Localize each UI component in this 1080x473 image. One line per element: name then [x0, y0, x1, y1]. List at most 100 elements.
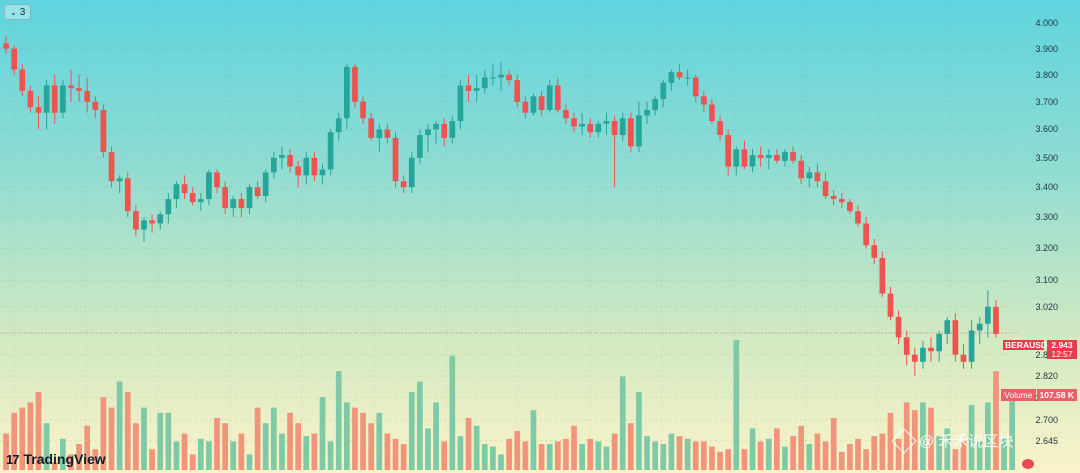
volume-bar	[352, 407, 358, 470]
brand-name: TradingView	[23, 451, 106, 467]
volume-bar	[863, 449, 869, 470]
volume-bar	[976, 441, 983, 470]
candle-body	[43, 85, 50, 113]
volume-bar	[830, 418, 837, 470]
volume-bar	[481, 444, 488, 470]
y-tick-label: 3.900	[1035, 43, 1058, 54]
candle-body	[619, 118, 626, 136]
volume-bar	[936, 436, 942, 470]
volume-bar	[100, 397, 107, 470]
candle-body	[35, 107, 42, 113]
volume-bar	[798, 425, 805, 470]
candle-body	[133, 211, 139, 230]
volume-bar	[238, 433, 245, 470]
candle-body	[197, 199, 204, 203]
volume-label: Volume	[1001, 389, 1036, 401]
candle-body	[968, 330, 975, 362]
volume-bar	[27, 402, 34, 470]
candle-body	[822, 181, 829, 197]
candle-body	[652, 99, 659, 110]
candle-body	[579, 123, 585, 127]
y-tick-label: 2.700	[1035, 414, 1058, 425]
candle-body	[262, 172, 269, 197]
candle-body	[944, 320, 951, 334]
candle-body	[335, 118, 342, 133]
settings-dot-icon[interactable]	[1022, 459, 1034, 469]
volume-bar	[911, 410, 918, 470]
volume-bar	[84, 425, 91, 470]
candle-body	[246, 187, 253, 209]
volume-bar	[425, 428, 431, 470]
tradingview-logo-icon: 17	[6, 451, 20, 467]
candle-body	[928, 347, 934, 352]
volume-bar	[311, 433, 318, 470]
candle-body	[473, 88, 480, 91]
volume-bar	[701, 441, 707, 470]
volume-bar	[222, 423, 228, 470]
volume-bar	[43, 423, 50, 470]
candle-body	[847, 202, 853, 212]
candle-body	[506, 74, 512, 81]
volume-bar	[303, 436, 310, 470]
candle-body	[546, 85, 553, 110]
volume-bar	[441, 441, 448, 470]
candle-body	[441, 123, 448, 138]
volume-bar	[644, 436, 650, 470]
candle-body	[449, 121, 456, 138]
volume-bar	[944, 428, 951, 470]
tradingview-logo[interactable]: 17 TradingView	[6, 451, 106, 467]
candle-body	[733, 149, 740, 167]
candle-body	[668, 72, 675, 83]
candle-body	[392, 137, 399, 182]
candle-body	[352, 66, 358, 102]
candle-body	[806, 172, 813, 179]
candle-body	[124, 178, 131, 212]
volume-bar	[611, 433, 618, 470]
y-tick-label: 3.300	[1035, 212, 1058, 223]
candle-body	[327, 132, 334, 170]
candle-body	[611, 121, 618, 136]
volume-bar	[822, 441, 829, 470]
volume-bar	[206, 441, 212, 470]
candle-body	[920, 347, 926, 362]
candle-body	[408, 157, 415, 188]
volume-bar	[993, 371, 999, 470]
candle-body	[895, 316, 902, 338]
volume-bar	[619, 376, 626, 470]
volume-bar	[603, 446, 610, 470]
indicators-toggle[interactable]: ⌄ 3	[4, 4, 32, 20]
candle-body	[84, 90, 91, 102]
candle-body	[68, 85, 74, 89]
candle-body	[311, 157, 318, 176]
candle-body	[149, 220, 155, 224]
watermark-text: @ 禾禾说区块	[919, 433, 1014, 450]
grid-lines	[0, 0, 1010, 473]
candle-body	[27, 90, 34, 108]
volume-bar	[35, 392, 42, 470]
candle-body	[19, 69, 26, 91]
volume-bar	[262, 423, 269, 470]
symbol-label: BERAUSD	[1003, 340, 1048, 350]
candle-body	[100, 109, 107, 153]
volume-bar	[595, 441, 602, 470]
y-tick-label: 2.820	[1035, 370, 1058, 381]
volume-bar	[636, 392, 642, 470]
volume-bar	[749, 428, 756, 470]
volume-bar	[676, 436, 683, 470]
last-price-tag: BERAUSD 2.943 12:57	[1003, 340, 1077, 359]
volume-bar	[141, 407, 147, 470]
candle-body	[157, 214, 164, 224]
volume-bar	[757, 441, 764, 470]
volume-bar	[287, 412, 293, 470]
volume-bar	[960, 441, 967, 470]
candle-body	[400, 181, 407, 188]
volume-bar	[709, 446, 715, 470]
candle-body	[181, 184, 188, 194]
candle-body	[433, 123, 439, 130]
candle-body	[60, 85, 66, 113]
candle-body	[303, 157, 310, 176]
volume-bar	[668, 433, 675, 470]
volume-bar	[530, 410, 537, 470]
